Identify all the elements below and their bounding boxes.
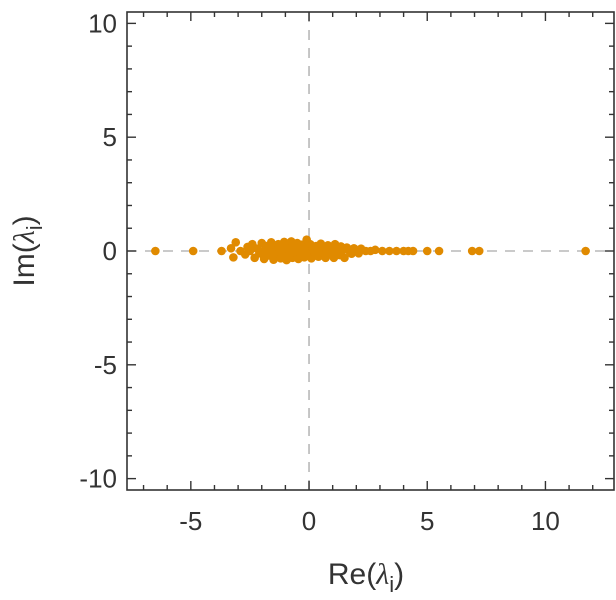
y-tick-label: -10	[79, 464, 117, 494]
data-point	[226, 243, 236, 253]
data-point	[378, 246, 387, 256]
data-point	[467, 246, 477, 256]
y-tick-label: -5	[94, 350, 117, 380]
y-axis-label: Im(λi)	[8, 215, 47, 286]
data-point	[385, 246, 394, 256]
data-point	[581, 246, 590, 256]
x-axis-label: Re(λi)	[328, 558, 404, 597]
data-point	[229, 253, 238, 262]
x-tick-label: 5	[420, 506, 434, 536]
data-point	[245, 246, 255, 256]
y-tick-label: 5	[103, 122, 117, 152]
y-tick-label: 0	[103, 236, 117, 266]
x-tick-label: -5	[179, 506, 202, 536]
data-points	[151, 235, 590, 265]
axis-ticks	[127, 12, 614, 490]
data-point	[231, 238, 241, 247]
x-tick-label: 10	[531, 506, 560, 536]
data-point	[151, 246, 160, 256]
data-point	[408, 246, 418, 256]
tick-labels: -5 0 5 10 -10 -5 0 5 10	[79, 8, 559, 536]
data-point	[434, 246, 444, 256]
data-point	[370, 245, 380, 255]
data-point	[217, 246, 226, 256]
data-point	[474, 246, 484, 256]
y-tick-label: 10	[88, 8, 117, 38]
x-tick-label: 0	[302, 506, 316, 536]
data-point	[422, 246, 432, 256]
data-point	[340, 253, 349, 263]
data-point	[392, 246, 401, 256]
data-point	[188, 246, 198, 256]
